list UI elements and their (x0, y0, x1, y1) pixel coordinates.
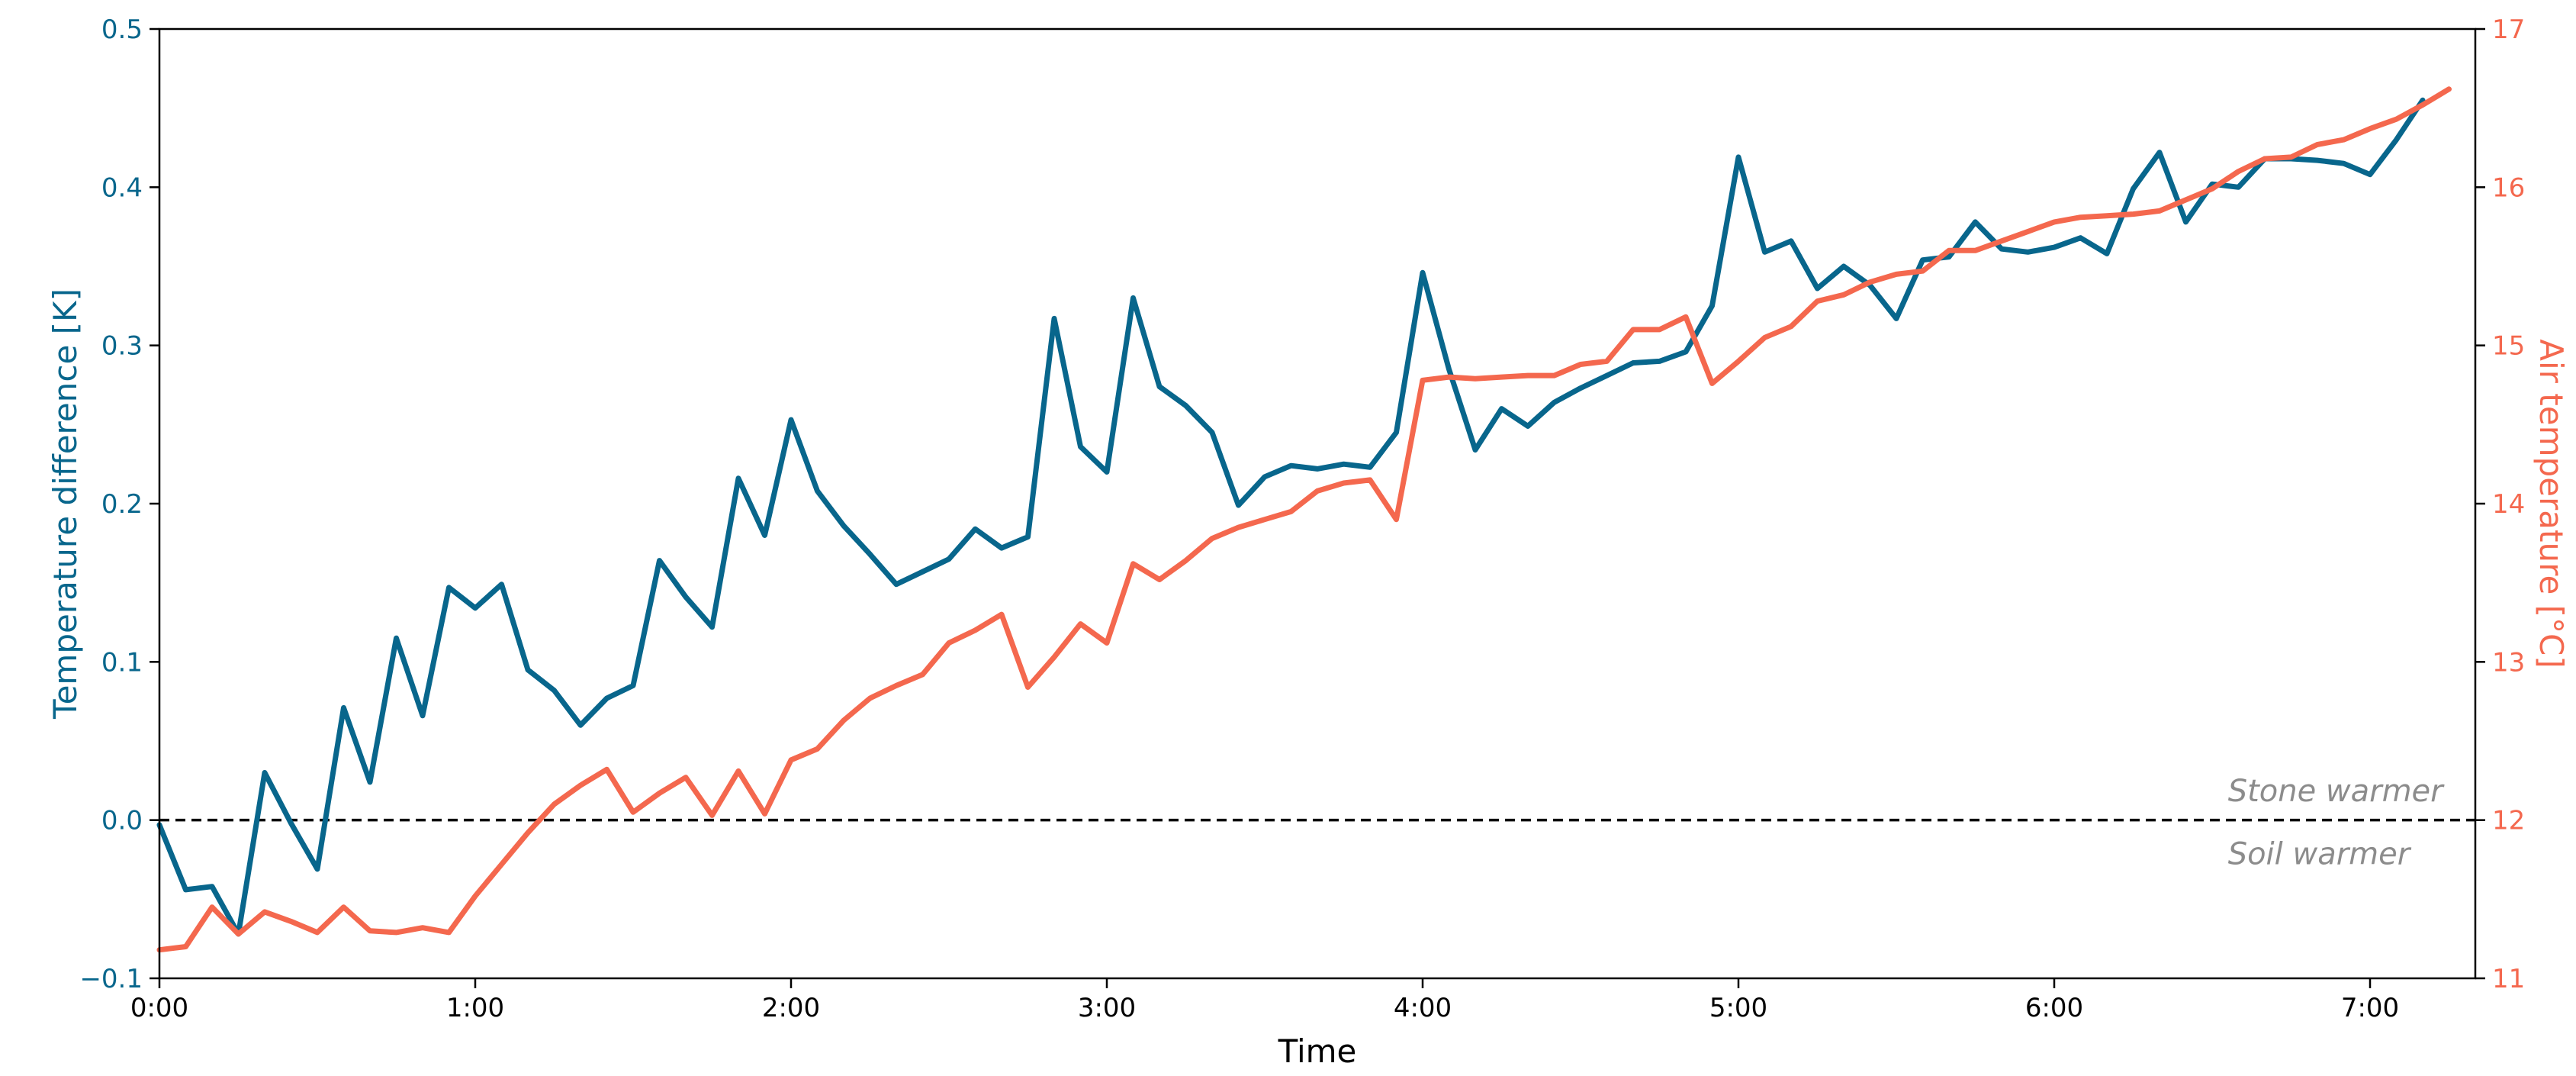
y-left-tick-label: 0.3 (101, 331, 143, 362)
y-axis-left: −0.1 0.0 0.1 0.2 0.3 0.4 0.5 (79, 14, 159, 994)
y-right-tick-label: 12 (2492, 806, 2525, 836)
y-right-tick-label: 13 (2492, 647, 2525, 678)
y-left-tick-label: 0.1 (101, 647, 143, 678)
y-right-tick-label: 14 (2492, 489, 2525, 520)
y-right-tick-label: 17 (2492, 14, 2525, 45)
y-right-tick-label: 15 (2492, 331, 2525, 362)
y-right-tick-label: 16 (2492, 172, 2525, 203)
x-axis: 0:00 1:00 2:00 3:00 4:00 5:00 6:00 7:00 (130, 978, 2399, 1023)
y-left-tick-label: 0.5 (101, 14, 143, 45)
series-layer (156, 86, 2452, 953)
y-axis-left-title: Temperature difference [K] (47, 288, 84, 720)
x-axis-title: Time (1278, 1033, 1357, 1070)
annotation-stone-warmer: Stone warmer (2228, 774, 2445, 809)
x-tick-label: 0:00 (130, 993, 188, 1023)
plot-area: Stone warmer Soil warmer (156, 27, 2477, 980)
y-left-tick-label: 0.2 (101, 489, 143, 520)
y-axis-right-title: Air temperature [°C] (2533, 339, 2570, 668)
series-line-temperature-difference (156, 97, 2426, 937)
x-tick-label: 7:00 (2341, 993, 2399, 1023)
y-left-tick-label: −0.1 (79, 964, 143, 994)
y-left-tick-label: 0.4 (101, 172, 143, 203)
annotation-soil-warmer: Soil warmer (2228, 837, 2412, 872)
y-left-tick-label: 0.0 (101, 806, 143, 836)
series-line-air-temperature (156, 86, 2452, 953)
x-tick-label: 1:00 (446, 993, 504, 1023)
annotation-layer: Stone warmer Soil warmer (2228, 774, 2445, 872)
x-tick-label: 6:00 (2025, 993, 2083, 1023)
plot-frame (158, 27, 2477, 980)
y-right-tick-label: 11 (2492, 964, 2525, 994)
x-tick-label: 3:00 (1078, 993, 1136, 1023)
y-axis-right: 11 12 13 14 15 16 17 (2475, 14, 2525, 994)
x-tick-label: 5:00 (1709, 993, 1767, 1023)
x-tick-label: 4:00 (1394, 993, 1452, 1023)
x-tick-label: 2:00 (762, 993, 820, 1023)
